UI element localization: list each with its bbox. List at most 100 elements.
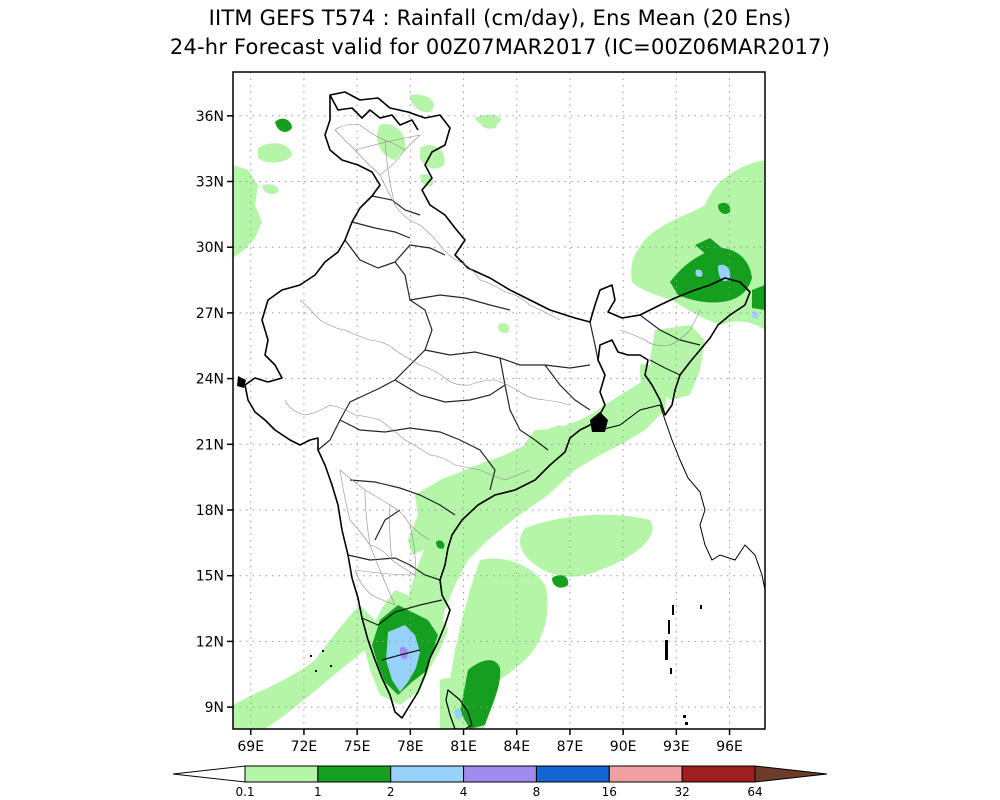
district-line	[469, 379, 496, 386]
district-line	[354, 569, 373, 596]
gulf-of-kutch-mark	[237, 376, 246, 388]
district-line	[454, 464, 481, 471]
district-line	[339, 469, 351, 521]
lon-tick-label: 84E	[503, 739, 530, 755]
colorbar-label: 0.1	[235, 785, 254, 799]
district-line	[391, 559, 416, 576]
district-line	[419, 224, 441, 246]
colorbar: 0.1 1 2 4 8 16 32 64	[172, 765, 828, 799]
district-line	[349, 519, 371, 546]
district-line	[369, 339, 396, 351]
district-line	[299, 299, 321, 321]
district-line	[544, 399, 571, 406]
lat-tick-label: 27N	[196, 306, 224, 322]
island-chains	[310, 605, 702, 725]
district-line	[479, 279, 506, 293]
district-line	[389, 504, 393, 561]
district-line	[529, 304, 561, 321]
district-line	[384, 139, 406, 151]
lat-tick-label: 18N	[196, 503, 224, 519]
district-line	[334, 124, 361, 131]
lat-tick-label: 21N	[196, 437, 224, 453]
district-line	[669, 329, 691, 346]
district-line	[394, 204, 421, 226]
district-line	[354, 149, 381, 176]
district-line	[371, 594, 396, 606]
district-line	[444, 377, 471, 386]
lat-tick-label: 30N	[196, 240, 224, 256]
lon-tick-label: 87E	[557, 739, 584, 755]
lon-tick-label: 81E	[450, 739, 477, 755]
lon-tick-label: 96E	[716, 739, 743, 755]
district-line	[479, 469, 506, 481]
district-line	[364, 489, 371, 546]
colorbar-label: 8	[533, 785, 541, 799]
district-line	[369, 544, 396, 606]
longitude-axis: 69E 72E 75E 78E 81E 84E 87E 90E 93E 96E	[237, 729, 743, 755]
latitude-axis: 9N 12N 15N 18N 21N 24N 27N 30N 33N 36N	[196, 109, 233, 716]
district-line	[419, 364, 446, 379]
myanmar-coastline	[599, 404, 765, 591]
district-line	[284, 399, 306, 416]
colorbar-label: 64	[747, 785, 762, 799]
colorbar-segment	[535, 765, 610, 783]
lat-tick-label: 15N	[196, 569, 224, 585]
district-line	[619, 329, 646, 341]
district-line	[494, 379, 521, 393]
colorbar-label: 4	[460, 785, 468, 799]
colorbar-label: 32	[675, 785, 690, 799]
lon-tick-label: 90E	[610, 739, 637, 755]
colorbar-segment	[244, 765, 319, 783]
district-line	[354, 414, 381, 421]
district-line	[329, 404, 356, 416]
map-frame	[232, 71, 766, 730]
district-line	[404, 439, 431, 456]
colorbar-segment	[681, 765, 756, 783]
district-line	[504, 469, 531, 481]
district-line	[319, 319, 346, 331]
district-line	[379, 174, 396, 206]
district-line	[394, 349, 421, 366]
district-line	[459, 261, 481, 281]
lon-tick-label: 93E	[663, 739, 690, 755]
district-line	[364, 489, 391, 506]
lon-tick-label: 75E	[344, 739, 371, 755]
district-line	[409, 524, 431, 541]
lat-tick-label: 24N	[196, 372, 224, 388]
district-boundaries	[284, 124, 701, 606]
district-line	[404, 134, 421, 151]
district-line	[384, 139, 396, 206]
colorbar-label: 16	[602, 785, 617, 799]
district-line	[334, 129, 356, 151]
india-boundary	[244, 91, 751, 729]
district-line	[354, 569, 416, 576]
sundarbans-delta	[590, 412, 608, 432]
lat-tick-label: 36N	[196, 109, 224, 125]
district-line	[519, 391, 546, 401]
lon-tick-label: 72E	[291, 739, 318, 755]
lat-tick-label: 33N	[196, 175, 224, 191]
rain-shading-purple	[399, 646, 408, 660]
district-line	[409, 524, 416, 576]
district-line	[439, 244, 461, 263]
lat-tick-label: 9N	[205, 700, 224, 716]
colorbar-segment	[390, 765, 465, 783]
district-line	[429, 454, 456, 466]
district-line	[379, 419, 406, 441]
map-title-line2: 24-hr Forecast valid for 00Z07MAR2017 (I…	[169, 35, 831, 59]
district-line	[689, 309, 701, 331]
colorbar-over-arrow	[754, 765, 828, 783]
colorbar-under-arrow	[172, 765, 246, 783]
district-line	[644, 339, 671, 346]
colorbar-segment	[463, 765, 537, 783]
district-line	[354, 134, 421, 151]
district-line	[344, 329, 371, 341]
district-line	[369, 544, 393, 561]
district-line	[504, 291, 531, 306]
district-line	[304, 404, 331, 416]
state-boundaries	[317, 195, 701, 661]
map-title-line1: IITM GEFS T574 : Rainfall (cm/day), Ens …	[208, 6, 792, 30]
colorbar-segment	[317, 765, 392, 783]
lat-lon-grid	[233, 72, 765, 729]
